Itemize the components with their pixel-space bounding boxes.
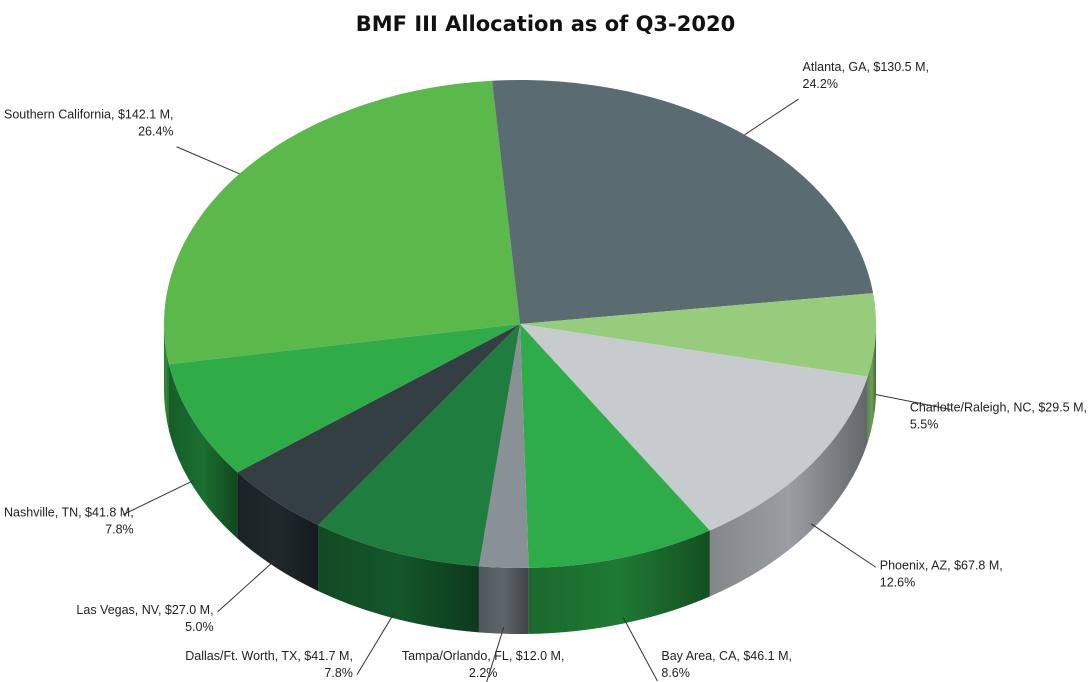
pie-slice-nashville-tn xyxy=(168,324,520,473)
slice-percent-label: 7.8% xyxy=(105,523,134,537)
pie-side-shade xyxy=(478,566,529,634)
pie-side-shade xyxy=(237,472,319,592)
pie-slice-bay-area-ca xyxy=(520,324,710,568)
slice-label-phoenix-az: Phoenix, AZ, $67.8 M, 12.6% xyxy=(880,558,1003,589)
slice-name-label: Bay Area, CA, $46.1 M, xyxy=(661,649,792,663)
slice-percent-label: 26.4% xyxy=(138,125,173,139)
pie-side-layer xyxy=(164,324,876,634)
slice-percent-label: 24.2% xyxy=(803,77,838,91)
pie-slice-phoenix-az xyxy=(520,324,868,531)
leader-line-atlanta-ga xyxy=(744,98,799,136)
slice-labels: Southern California, $142.1 M, 26.4% Atlan… xyxy=(4,60,1087,680)
slice-label-tampa-orlando-fl: Tampa/Orlando, FL, $12.0 M, 2.2% xyxy=(402,649,565,680)
pie-slice-atlanta-ga xyxy=(492,80,874,325)
leader-line-southern-california xyxy=(176,146,240,175)
pie-slice-tampa-orlando-fl xyxy=(478,324,529,568)
slice-label-atlanta-ga: Atlanta, GA, $130.5 M, 24.2% xyxy=(803,60,929,91)
leader-line-bay-area-ca xyxy=(622,616,658,682)
slice-percent-label: 8.6% xyxy=(661,666,690,680)
leader-line-las-vegas-nv xyxy=(217,559,276,613)
leader-line-nashville-tn xyxy=(122,480,194,516)
leader-line-charlotte-raleigh-nc xyxy=(875,393,951,410)
pie-slice-las-vegas-nv xyxy=(237,324,520,526)
slice-name-label: Southern California, $142.1 M, xyxy=(4,108,174,122)
slice-percent-label: 2.2% xyxy=(469,666,498,680)
chart-title: BMF III Allocation as of Q3-2020 xyxy=(355,12,736,36)
leader-line-dallas-ft-worth-tx xyxy=(356,611,396,675)
leader-line-tampa-orlando-fl xyxy=(486,626,505,682)
slice-name-label: Tampa/Orlando, FL, $12.0 M, xyxy=(402,649,565,663)
slice-label-southern-california: Southern California, $142.1 M, 26.4% xyxy=(4,108,174,139)
slice-name-label: Nashville, TN, $41.8 M, xyxy=(4,506,134,520)
pie-side-shade xyxy=(709,376,868,597)
pie-side-shade xyxy=(168,364,238,539)
slice-percent-label: 7.8% xyxy=(324,666,353,680)
slice-label-las-vegas-nv: Las Vegas, NV, $27.0 M, 5.0% xyxy=(76,603,213,634)
slice-percent-label: 5.5% xyxy=(910,418,939,432)
pie-top-layer xyxy=(164,80,877,568)
pie-slice-dallas-ft-worth-tx xyxy=(318,324,520,567)
slice-name-label: Phoenix, AZ, $67.8 M, xyxy=(880,558,1003,572)
slice-label-dallas-ft-worth-tx: Dallas/Ft. Worth, TX, $41.7 M, 7.8% xyxy=(185,649,353,680)
leader-lines xyxy=(122,98,951,682)
slice-label-nashville-tn: Nashville, TN, $41.8 M, 7.8% xyxy=(4,506,134,537)
slice-name-label: Charlotte/Raleigh, NC, $29.5 M, xyxy=(910,401,1087,415)
slice-label-bay-area-ca: Bay Area, CA, $46.1 M, 8.6% xyxy=(661,649,792,680)
leader-line-phoenix-az xyxy=(810,523,877,568)
slice-percent-label: 12.6% xyxy=(880,575,915,589)
pie-side-shade xyxy=(318,525,479,633)
pie-slice-charlotte-raleigh-nc xyxy=(520,293,877,377)
pie-slice-southern-california xyxy=(164,80,520,365)
slice-label-charlotte-raleigh-nc: Charlotte/Raleigh, NC, $29.5 M, 5.5% xyxy=(910,401,1087,432)
slice-name-label: Atlanta, GA, $130.5 M, xyxy=(803,60,929,74)
slice-percent-label: 5.0% xyxy=(185,620,214,634)
slice-name-label: Dallas/Ft. Worth, TX, $41.7 M, xyxy=(185,649,353,663)
pie-side-shade xyxy=(528,530,710,634)
pie-side-shade xyxy=(164,324,169,431)
slice-name-label: Las Vegas, NV, $27.0 M, xyxy=(76,603,213,617)
pie-side-shade xyxy=(867,324,876,443)
